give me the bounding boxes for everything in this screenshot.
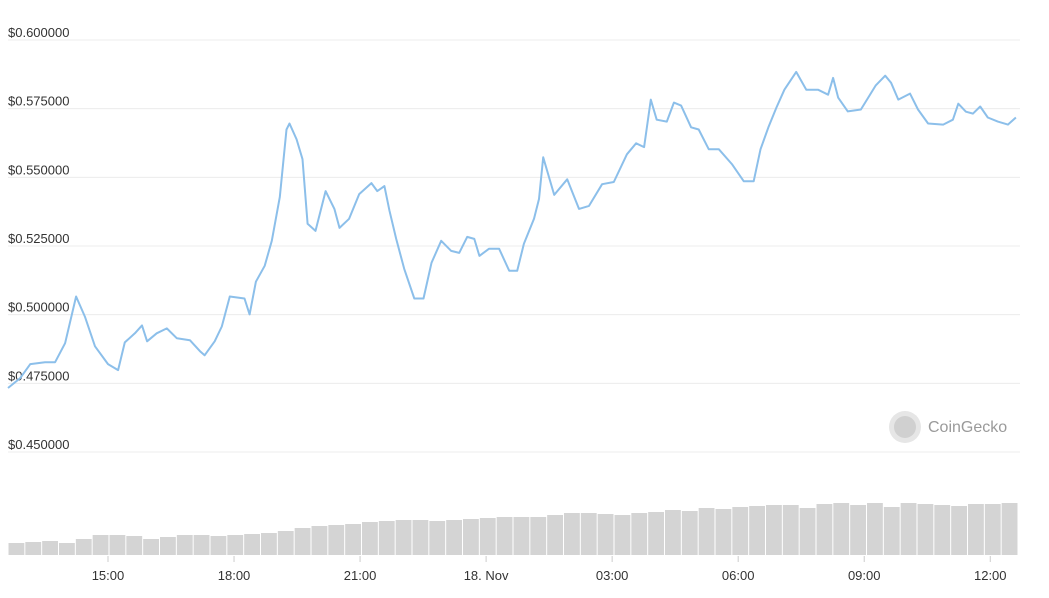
volume-bar: [1001, 503, 1018, 555]
volume-bar: [244, 534, 260, 555]
y-tick-label: $0.525000: [8, 231, 69, 246]
volume-bar: [193, 535, 210, 555]
volume-bar: [345, 524, 361, 555]
volume-bar: [446, 520, 462, 555]
volume-bar: [900, 503, 917, 555]
x-tick-label: 03:00: [596, 568, 629, 583]
x-tick-label: 18. Nov: [464, 568, 509, 583]
volume-bar: [564, 513, 580, 555]
volume-bar: [210, 536, 227, 555]
volume-bar: [530, 517, 547, 555]
volume-bar: [833, 503, 850, 555]
volume-bar: [513, 517, 530, 555]
volume-bar: [160, 537, 176, 555]
volume-bar: [227, 535, 244, 555]
volume-bar: [479, 518, 496, 555]
volume-bar: [328, 525, 345, 555]
volume-bar: [378, 521, 395, 555]
volume-bar: [463, 519, 479, 555]
volume-bar: [749, 506, 765, 555]
volume-bar: [614, 515, 631, 555]
volume-bar: [934, 505, 951, 555]
y-tick-label: $0.450000: [8, 437, 69, 452]
volume-bar: [968, 504, 984, 555]
x-tick-label: 06:00: [722, 568, 755, 583]
volume-bar: [766, 505, 782, 555]
x-tick-label: 12:00: [974, 568, 1007, 583]
volume-bar: [917, 504, 934, 555]
x-tick-label: 18:00: [218, 568, 251, 583]
volume-bar: [867, 503, 883, 555]
x-tick-label: 09:00: [848, 568, 881, 583]
x-tick-label: 21:00: [344, 568, 377, 583]
volume-bar: [883, 507, 900, 555]
volume-bar: [109, 535, 126, 555]
volume-bar: [597, 514, 614, 555]
volume-bar: [547, 515, 563, 555]
watermark: CoinGecko: [928, 419, 1007, 436]
volume-bar: [715, 509, 732, 555]
volume-bar: [580, 513, 597, 555]
volume-bar: [176, 535, 193, 555]
volume-bar: [429, 521, 446, 555]
y-tick-label: $0.500000: [8, 300, 69, 315]
volume-bar: [816, 504, 833, 555]
volume-bar: [261, 533, 277, 555]
price-line: [7, 70, 1017, 389]
volume-bar: [8, 543, 25, 555]
volume-bar: [648, 512, 664, 555]
volume-bar: [850, 505, 866, 555]
volume-bar: [75, 539, 92, 555]
volume-bar: [311, 526, 328, 555]
volume-bar: [732, 507, 749, 555]
volume-bar: [25, 542, 42, 555]
volume-bar: [412, 520, 429, 555]
volume-bar: [92, 535, 109, 555]
volume-bar: [782, 505, 799, 555]
volume-bar: [42, 541, 58, 555]
y-tick-label: $0.550000: [8, 162, 69, 177]
volume-bar: [681, 511, 698, 555]
y-tick-label: $0.600000: [8, 25, 69, 40]
x-tick-label: 15:00: [92, 568, 125, 583]
volume-bar: [277, 531, 294, 555]
volume-bar: [126, 536, 143, 555]
y-tick-label: $0.575000: [8, 94, 69, 109]
volume-bar: [362, 522, 378, 555]
volume-bar: [984, 504, 1001, 555]
volume-bar: [951, 506, 967, 555]
volume-bar: [665, 510, 681, 555]
volume-bar: [395, 520, 412, 555]
volume-bar: [631, 513, 648, 555]
volume-bar: [799, 508, 816, 555]
volume-bar: [294, 528, 311, 555]
volume-bar: [496, 517, 513, 555]
volume-bar: [698, 508, 715, 555]
volume-bar: [143, 539, 159, 555]
watermark-logo: [889, 411, 921, 443]
volume-bar: [59, 543, 75, 555]
